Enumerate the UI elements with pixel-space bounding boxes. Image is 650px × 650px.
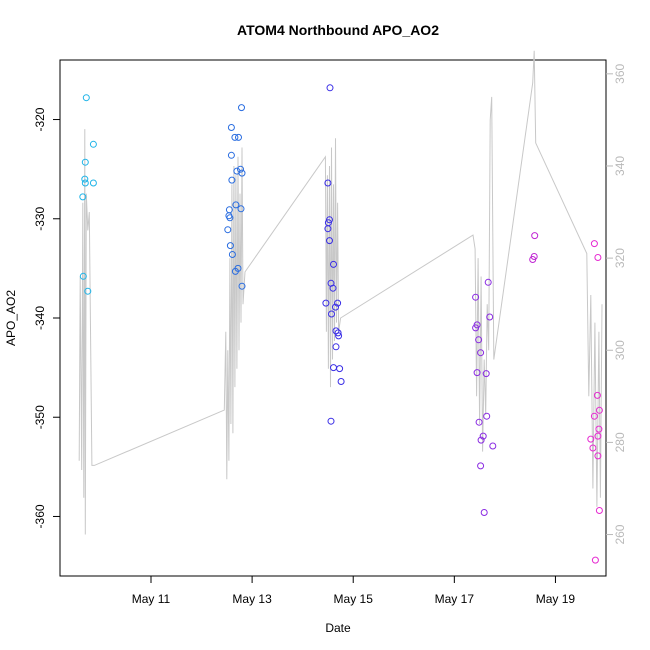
- secondary-series-layer: [78, 50, 603, 535]
- data-point: [324, 225, 332, 233]
- y2-tick-label: 280: [613, 432, 627, 452]
- y2-tick-label: 300: [613, 340, 627, 360]
- data-point: [81, 158, 89, 166]
- data-point: [326, 237, 333, 245]
- x-tick-label: May 19: [536, 592, 576, 606]
- data-point: [224, 226, 232, 234]
- data-point: [79, 193, 87, 201]
- y-axis: -320 -330 -340 -350 -360: [33, 107, 60, 528]
- data-point: [327, 417, 335, 425]
- data-point: [84, 287, 92, 295]
- data-point: [330, 260, 337, 268]
- data-point: [591, 556, 599, 564]
- y-tick-label: -360: [33, 504, 47, 528]
- data-point: [489, 442, 497, 450]
- y2-axis: 260 280 300 320 340 360: [606, 63, 627, 545]
- data-point: [593, 391, 601, 399]
- data-point: [332, 343, 340, 351]
- data-point: [237, 205, 245, 213]
- data-point: [594, 254, 602, 261]
- data-point: [238, 169, 246, 177]
- data-point: [228, 176, 236, 184]
- data-point: [228, 251, 236, 258]
- y-tick-label: -320: [33, 107, 47, 131]
- data-point: [238, 104, 245, 112]
- data-point: [482, 370, 490, 378]
- y2-tick-label: 260: [613, 524, 627, 544]
- data-point: [337, 378, 345, 385]
- x-axis: May 11 May 13 May 15 May 17 May 19: [132, 576, 576, 606]
- data-point: [81, 179, 89, 187]
- chart-title: ATOM4 Northbound APO_AO2: [237, 22, 439, 38]
- data-point: [82, 94, 90, 102]
- data-point: [594, 432, 602, 440]
- data-point: [477, 436, 485, 444]
- data-point: [589, 444, 597, 452]
- scatter-points-layer: [79, 84, 603, 564]
- data-point: [79, 272, 87, 280]
- data-point: [237, 165, 244, 173]
- data-point: [590, 240, 598, 248]
- data-point: [329, 284, 337, 292]
- data-point: [89, 179, 97, 187]
- data-point: [231, 133, 239, 141]
- data-point: [226, 214, 234, 222]
- data-point: [326, 84, 334, 92]
- secondary-series-line: [78, 50, 603, 535]
- data-point: [336, 365, 344, 373]
- y-axis-label: APO_AO2: [4, 290, 18, 346]
- data-point: [484, 278, 492, 286]
- y-tick-label: -350: [33, 405, 47, 429]
- data-point: [483, 412, 491, 420]
- data-point: [475, 418, 483, 426]
- data-point: [227, 124, 235, 131]
- x-axis-label: Date: [325, 621, 351, 635]
- data-point: [334, 299, 342, 307]
- data-point: [595, 507, 603, 514]
- data-point: [232, 201, 240, 209]
- data-point: [472, 324, 480, 332]
- y2-tick-label: 320: [613, 248, 627, 268]
- data-point: [472, 293, 480, 301]
- data-point: [335, 332, 343, 340]
- x-tick-label: May 15: [334, 592, 374, 606]
- y2-tick-label: 340: [613, 156, 627, 176]
- data-point: [590, 412, 598, 420]
- data-point: [227, 151, 235, 159]
- data-point: [330, 364, 337, 372]
- data-point: [81, 175, 89, 183]
- data-point: [475, 336, 483, 344]
- y-tick-label: -340: [33, 306, 47, 330]
- data-point: [480, 509, 488, 516]
- y2-tick-label: 360: [613, 63, 627, 83]
- data-point: [479, 432, 487, 440]
- data-point: [235, 133, 242, 141]
- data-point: [328, 310, 335, 318]
- data-point: [477, 462, 485, 470]
- data-point: [322, 299, 330, 307]
- data-point: [587, 435, 595, 443]
- x-tick-label: May 11: [132, 592, 171, 606]
- data-point: [595, 406, 603, 414]
- y-tick-label: -330: [33, 206, 47, 230]
- x-tick-label: May 17: [435, 592, 475, 606]
- data-point: [529, 256, 537, 263]
- data-point: [231, 267, 239, 275]
- data-point: [595, 425, 603, 433]
- data-point: [473, 369, 481, 377]
- data-point: [89, 140, 97, 148]
- data-point: [594, 452, 602, 460]
- data-point: [486, 313, 494, 321]
- data-point: [531, 232, 539, 240]
- data-point: [477, 349, 485, 357]
- data-point: [332, 303, 339, 311]
- x-tick-label: May 13: [232, 592, 272, 606]
- data-point: [238, 282, 246, 290]
- data-point: [324, 179, 332, 187]
- data-point: [334, 329, 342, 337]
- data-point: [226, 242, 234, 250]
